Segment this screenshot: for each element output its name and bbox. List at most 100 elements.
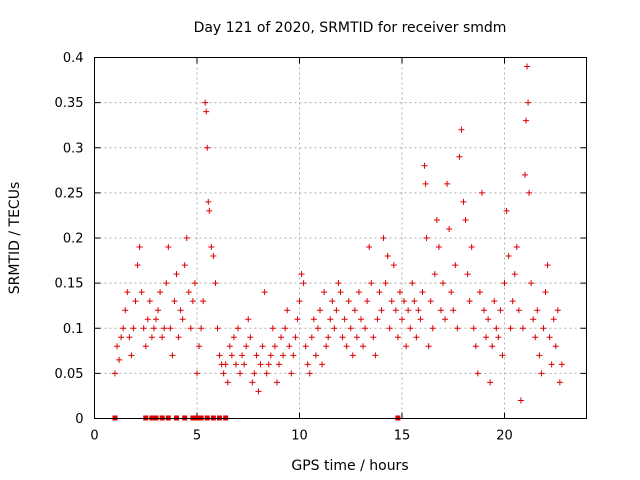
- data-point: [532, 334, 539, 341]
- data-point: [230, 334, 237, 341]
- data-point: [448, 289, 455, 296]
- y-tick-label: 0.2: [63, 232, 84, 247]
- data-point: [306, 370, 313, 377]
- data-point: [538, 370, 545, 377]
- data-point: [140, 325, 147, 332]
- data-point: [232, 361, 239, 368]
- data-point: [179, 316, 186, 323]
- data-point: [237, 370, 244, 377]
- data-point: [208, 244, 215, 251]
- data-point: [189, 298, 196, 305]
- data-point: [470, 325, 477, 332]
- data-point: [476, 289, 483, 296]
- data-point: [364, 298, 371, 305]
- data-point: [310, 316, 317, 323]
- data-point: [452, 262, 459, 269]
- data-point: [319, 361, 326, 368]
- data-point: [503, 207, 510, 214]
- data-point: [112, 370, 118, 377]
- x-tick-label: 10: [291, 429, 308, 444]
- data-point: [269, 325, 276, 332]
- data-point: [175, 334, 182, 341]
- data-point: [429, 325, 436, 332]
- data-point: [384, 253, 391, 260]
- data-point: [472, 343, 479, 350]
- data-point: [380, 235, 387, 241]
- x-axis-label: GPS time / hours: [291, 458, 408, 474]
- data-point: [370, 334, 377, 341]
- data-point: [214, 325, 221, 332]
- data-point: [485, 316, 492, 323]
- data-point: [431, 271, 438, 278]
- x-tick-label: 0: [90, 429, 98, 444]
- data-point: [171, 298, 178, 305]
- data-point: [343, 343, 350, 350]
- data-point: [345, 298, 352, 305]
- y-tick-label: 0.4: [63, 51, 84, 66]
- data-point: [321, 289, 328, 296]
- data-point: [138, 289, 145, 296]
- data-point: [525, 99, 532, 106]
- data-point: [169, 352, 176, 359]
- data-point: [526, 189, 533, 196]
- data-point: [243, 343, 250, 350]
- data-point: [399, 316, 405, 323]
- data-point: [509, 298, 516, 305]
- data-point: [220, 370, 227, 377]
- data-point: [358, 316, 364, 323]
- data-point: [294, 316, 301, 323]
- data-point: [200, 298, 207, 305]
- data-point: [142, 343, 149, 350]
- data-point: [247, 334, 254, 341]
- data-point: [126, 334, 133, 341]
- data-point: [161, 325, 168, 332]
- data-point: [241, 361, 248, 368]
- data-point: [530, 316, 537, 323]
- data-point: [517, 397, 524, 404]
- y-tick-label: 0.15: [55, 277, 84, 292]
- data-point: [423, 235, 430, 241]
- data-point: [349, 352, 356, 359]
- data-point: [388, 298, 395, 305]
- data-point: [146, 298, 153, 305]
- data-point: [257, 361, 264, 368]
- data-point: [183, 235, 190, 241]
- x-tick-label: 5: [193, 429, 201, 444]
- data-point: [202, 99, 209, 106]
- data-point: [427, 298, 434, 305]
- data-point: [224, 379, 231, 386]
- data-point: [542, 289, 549, 296]
- data-point: [499, 352, 506, 359]
- data-point: [290, 352, 297, 359]
- data-point: [376, 289, 383, 296]
- data-point: [440, 280, 446, 287]
- data-point: [335, 280, 342, 287]
- data-point: [534, 307, 541, 314]
- data-point: [464, 271, 471, 278]
- data-point: [124, 289, 131, 296]
- y-tick-label: 0.25: [55, 186, 84, 201]
- data-point: [191, 280, 198, 287]
- data-point: [263, 370, 270, 377]
- data-point: [163, 280, 170, 287]
- axis-ticks: 0 5 10 15 20 0 0.05 0.1 0.15 0.2 0.25 0.3 0.35 0.4: [55, 51, 587, 444]
- data-point: [378, 307, 385, 314]
- data-point: [282, 325, 289, 332]
- data-point: [456, 153, 463, 160]
- data-point: [259, 343, 266, 350]
- data-point: [390, 262, 397, 269]
- data-point: [394, 334, 401, 341]
- data-point: [507, 325, 514, 332]
- data-point: [253, 352, 260, 359]
- data-point: [203, 108, 210, 115]
- data-point: [132, 298, 139, 305]
- data-point: [483, 334, 490, 341]
- data-point: [462, 216, 469, 223]
- data-point: [548, 361, 555, 368]
- data-point: [481, 307, 487, 314]
- data-point: [554, 307, 561, 314]
- data-point: [466, 298, 473, 305]
- data-point: [540, 325, 547, 332]
- data-point: [148, 334, 155, 341]
